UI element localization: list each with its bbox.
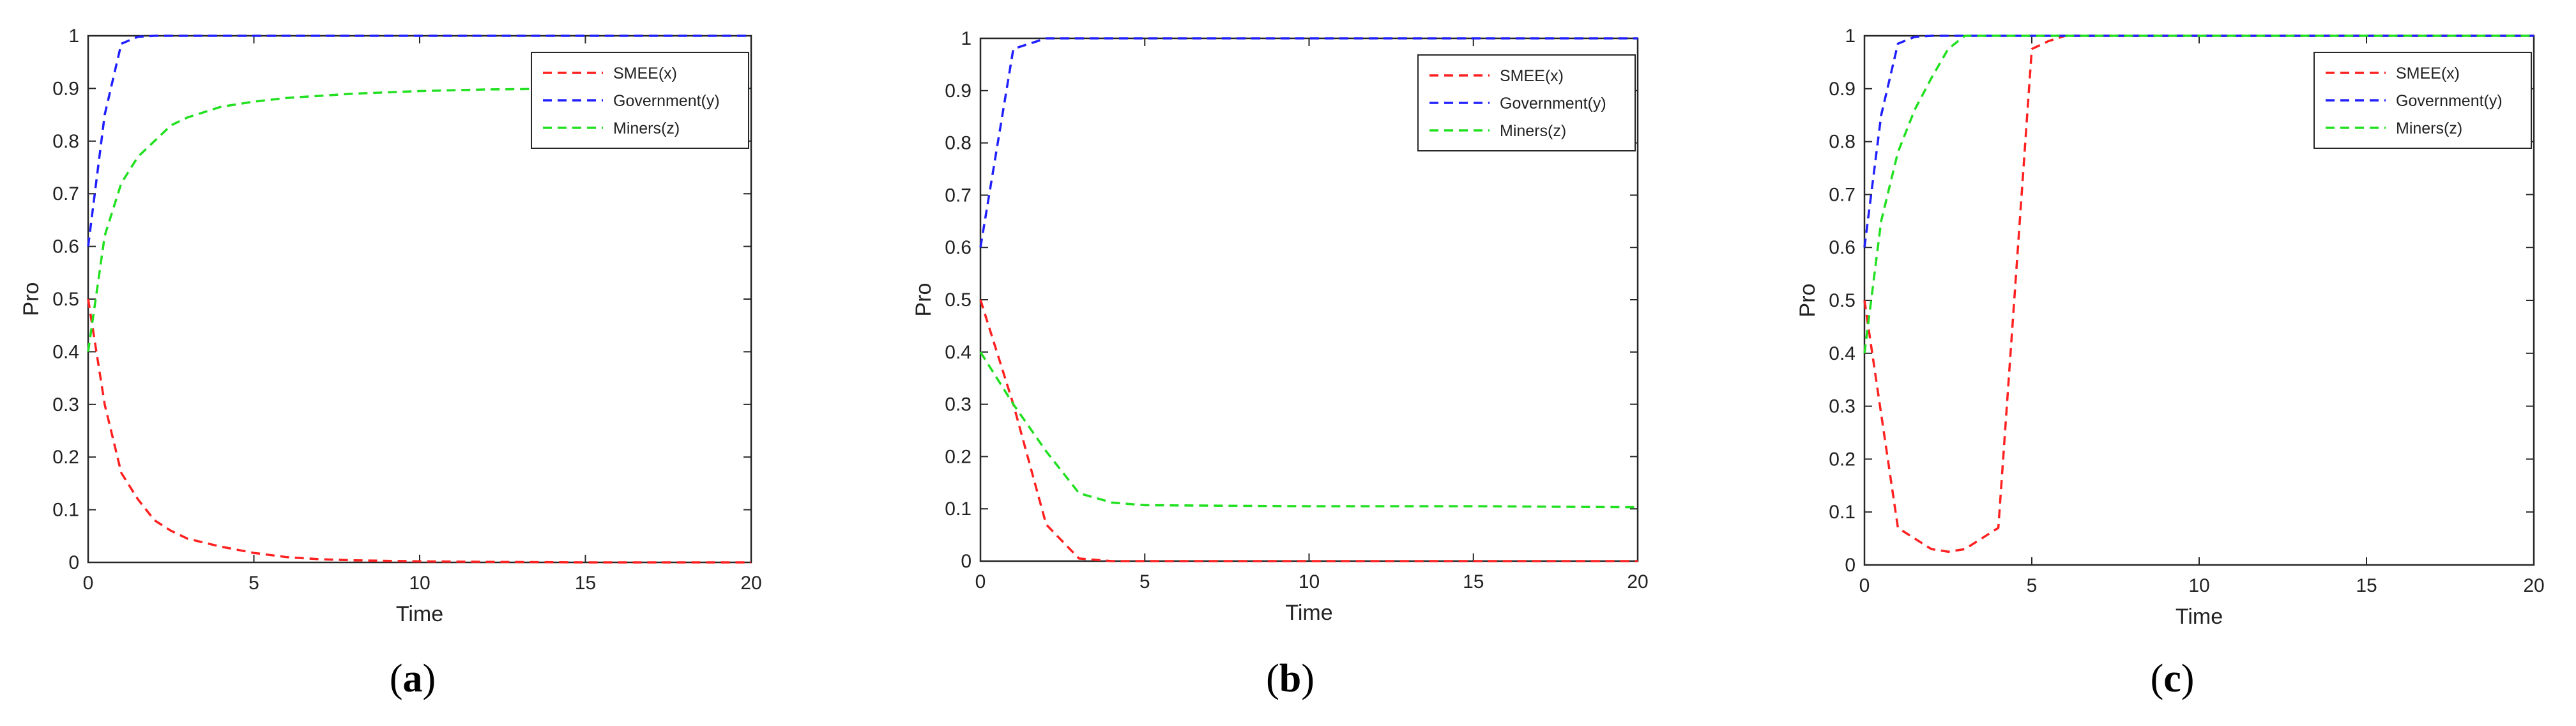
series-line-3 [87, 87, 751, 352]
y-tick-label: 0.6 [1829, 237, 1856, 258]
legend: SMEE(x) Government(y) Miners(z) [1417, 54, 1636, 151]
y-tick-label: 1 [1845, 26, 1856, 47]
panel-label: (b) [1266, 657, 1315, 700]
y-tick-label: 0.6 [945, 237, 972, 258]
legend-label: Miners(z) [1500, 122, 1566, 140]
y-tick-label: 0 [68, 552, 79, 573]
y-tick-label: 0.7 [1829, 184, 1856, 205]
panel-label: (a) [390, 657, 436, 700]
y-tick-label: 0.2 [52, 447, 79, 468]
x-tick-label: 10 [1299, 571, 1320, 592]
y-tick-label: 0.6 [52, 236, 79, 258]
y-tick-label: 0.1 [945, 498, 972, 520]
y-tick-label: 0 [1845, 555, 1856, 576]
x-tick-label: 20 [2523, 575, 2544, 596]
y-tick-label: 0.5 [945, 290, 972, 311]
y-tick-label: 0.9 [52, 78, 79, 99]
legend: SMEE(x) Government(y) Miners(z) [2313, 52, 2532, 149]
series-line-2 [87, 35, 751, 247]
x-tick-label: 10 [2188, 575, 2209, 596]
legend-label: SMEE(x) [1500, 67, 1564, 85]
y-tick-label: 0.8 [1829, 132, 1856, 153]
x-tick-label: 15 [1463, 571, 1484, 592]
y-tick-label: 0.3 [945, 394, 972, 415]
x-axis-title: Time [1285, 601, 1332, 625]
panel-label: (c) [2151, 657, 2195, 700]
legend-box [531, 52, 749, 149]
x-tick-label: 5 [248, 573, 259, 594]
y-tick-label: 0.9 [1829, 79, 1856, 100]
legend-box [2313, 52, 2532, 149]
y-tick-label: 0.7 [52, 183, 79, 205]
legend-label: Government(y) [2396, 92, 2503, 110]
y-tick-label: 0.9 [945, 81, 972, 102]
x-tick-label: 20 [1627, 571, 1648, 592]
legend-label: Government(y) [1500, 95, 1606, 112]
x-tick-label: 0 [83, 573, 94, 594]
x-tick-label: 20 [740, 573, 761, 594]
series-line-2 [1863, 35, 2534, 248]
x-tick-label: 5 [1139, 571, 1150, 592]
y-tick-label: 0.7 [945, 185, 972, 206]
chart-panel-2: 00.10.20.30.40.50.60.70.80.910 5 10 15 20Tim… [911, 28, 1649, 625]
series-line-1 [979, 299, 1638, 562]
y-tick-label: 1 [961, 28, 972, 49]
x-tick-label: 5 [2027, 575, 2038, 596]
y-tick-label: 0.8 [52, 131, 79, 152]
x-axis-title: Time [396, 602, 443, 626]
y-tick-label: 0 [961, 551, 972, 572]
y-tick-label: 0.2 [1829, 449, 1856, 470]
y-tick-label: 0.5 [52, 289, 79, 310]
y-tick-label: 1 [68, 26, 79, 47]
y-tick-label: 0.3 [52, 394, 79, 415]
y-tick-label: 0.1 [1829, 502, 1856, 523]
y-tick-label: 0.8 [945, 133, 972, 154]
y-tick-label: 0.5 [1829, 290, 1856, 311]
legend-label: Miners(z) [613, 120, 680, 137]
series-line-2 [979, 37, 1638, 248]
legend-label: Miners(z) [2396, 120, 2462, 137]
x-tick-label: 0 [1859, 575, 1870, 596]
chart-panel-1: 00.10.20.30.40.50.60.70.80.910 5 10 15 20Tim… [19, 26, 762, 626]
x-tick-label: 10 [409, 573, 430, 594]
y-tick-label: 0.2 [945, 446, 972, 467]
y-tick-label: 0.4 [1829, 343, 1856, 364]
y-tick-label: 0.3 [1829, 396, 1856, 417]
y-axis-title: Pro [19, 282, 43, 316]
x-tick-label: 0 [975, 571, 986, 592]
y-axis-title: Pro [911, 283, 936, 317]
legend-label: Government(y) [613, 92, 720, 110]
legend: SMEE(x) Government(y) Miners(z) [531, 52, 749, 149]
series-line-3 [979, 351, 1638, 509]
legend-label: SMEE(x) [613, 65, 677, 82]
x-tick-label: 15 [2356, 575, 2377, 596]
y-axis-title: Pro [1795, 284, 1820, 318]
x-axis-title: Time [2176, 605, 2223, 629]
legend-box [1417, 54, 1636, 151]
x-tick-label: 15 [575, 573, 596, 594]
chart-panel-3: 00.10.20.30.40.50.60.70.80.910 5 10 15 20Tim… [1795, 26, 2545, 629]
y-tick-label: 0.4 [945, 342, 972, 363]
series-line-3 [1863, 35, 2534, 354]
series-line-1 [87, 298, 751, 564]
y-tick-label: 0.1 [52, 500, 79, 521]
legend-label: SMEE(x) [2396, 65, 2460, 82]
y-tick-label: 0.4 [52, 341, 79, 362]
